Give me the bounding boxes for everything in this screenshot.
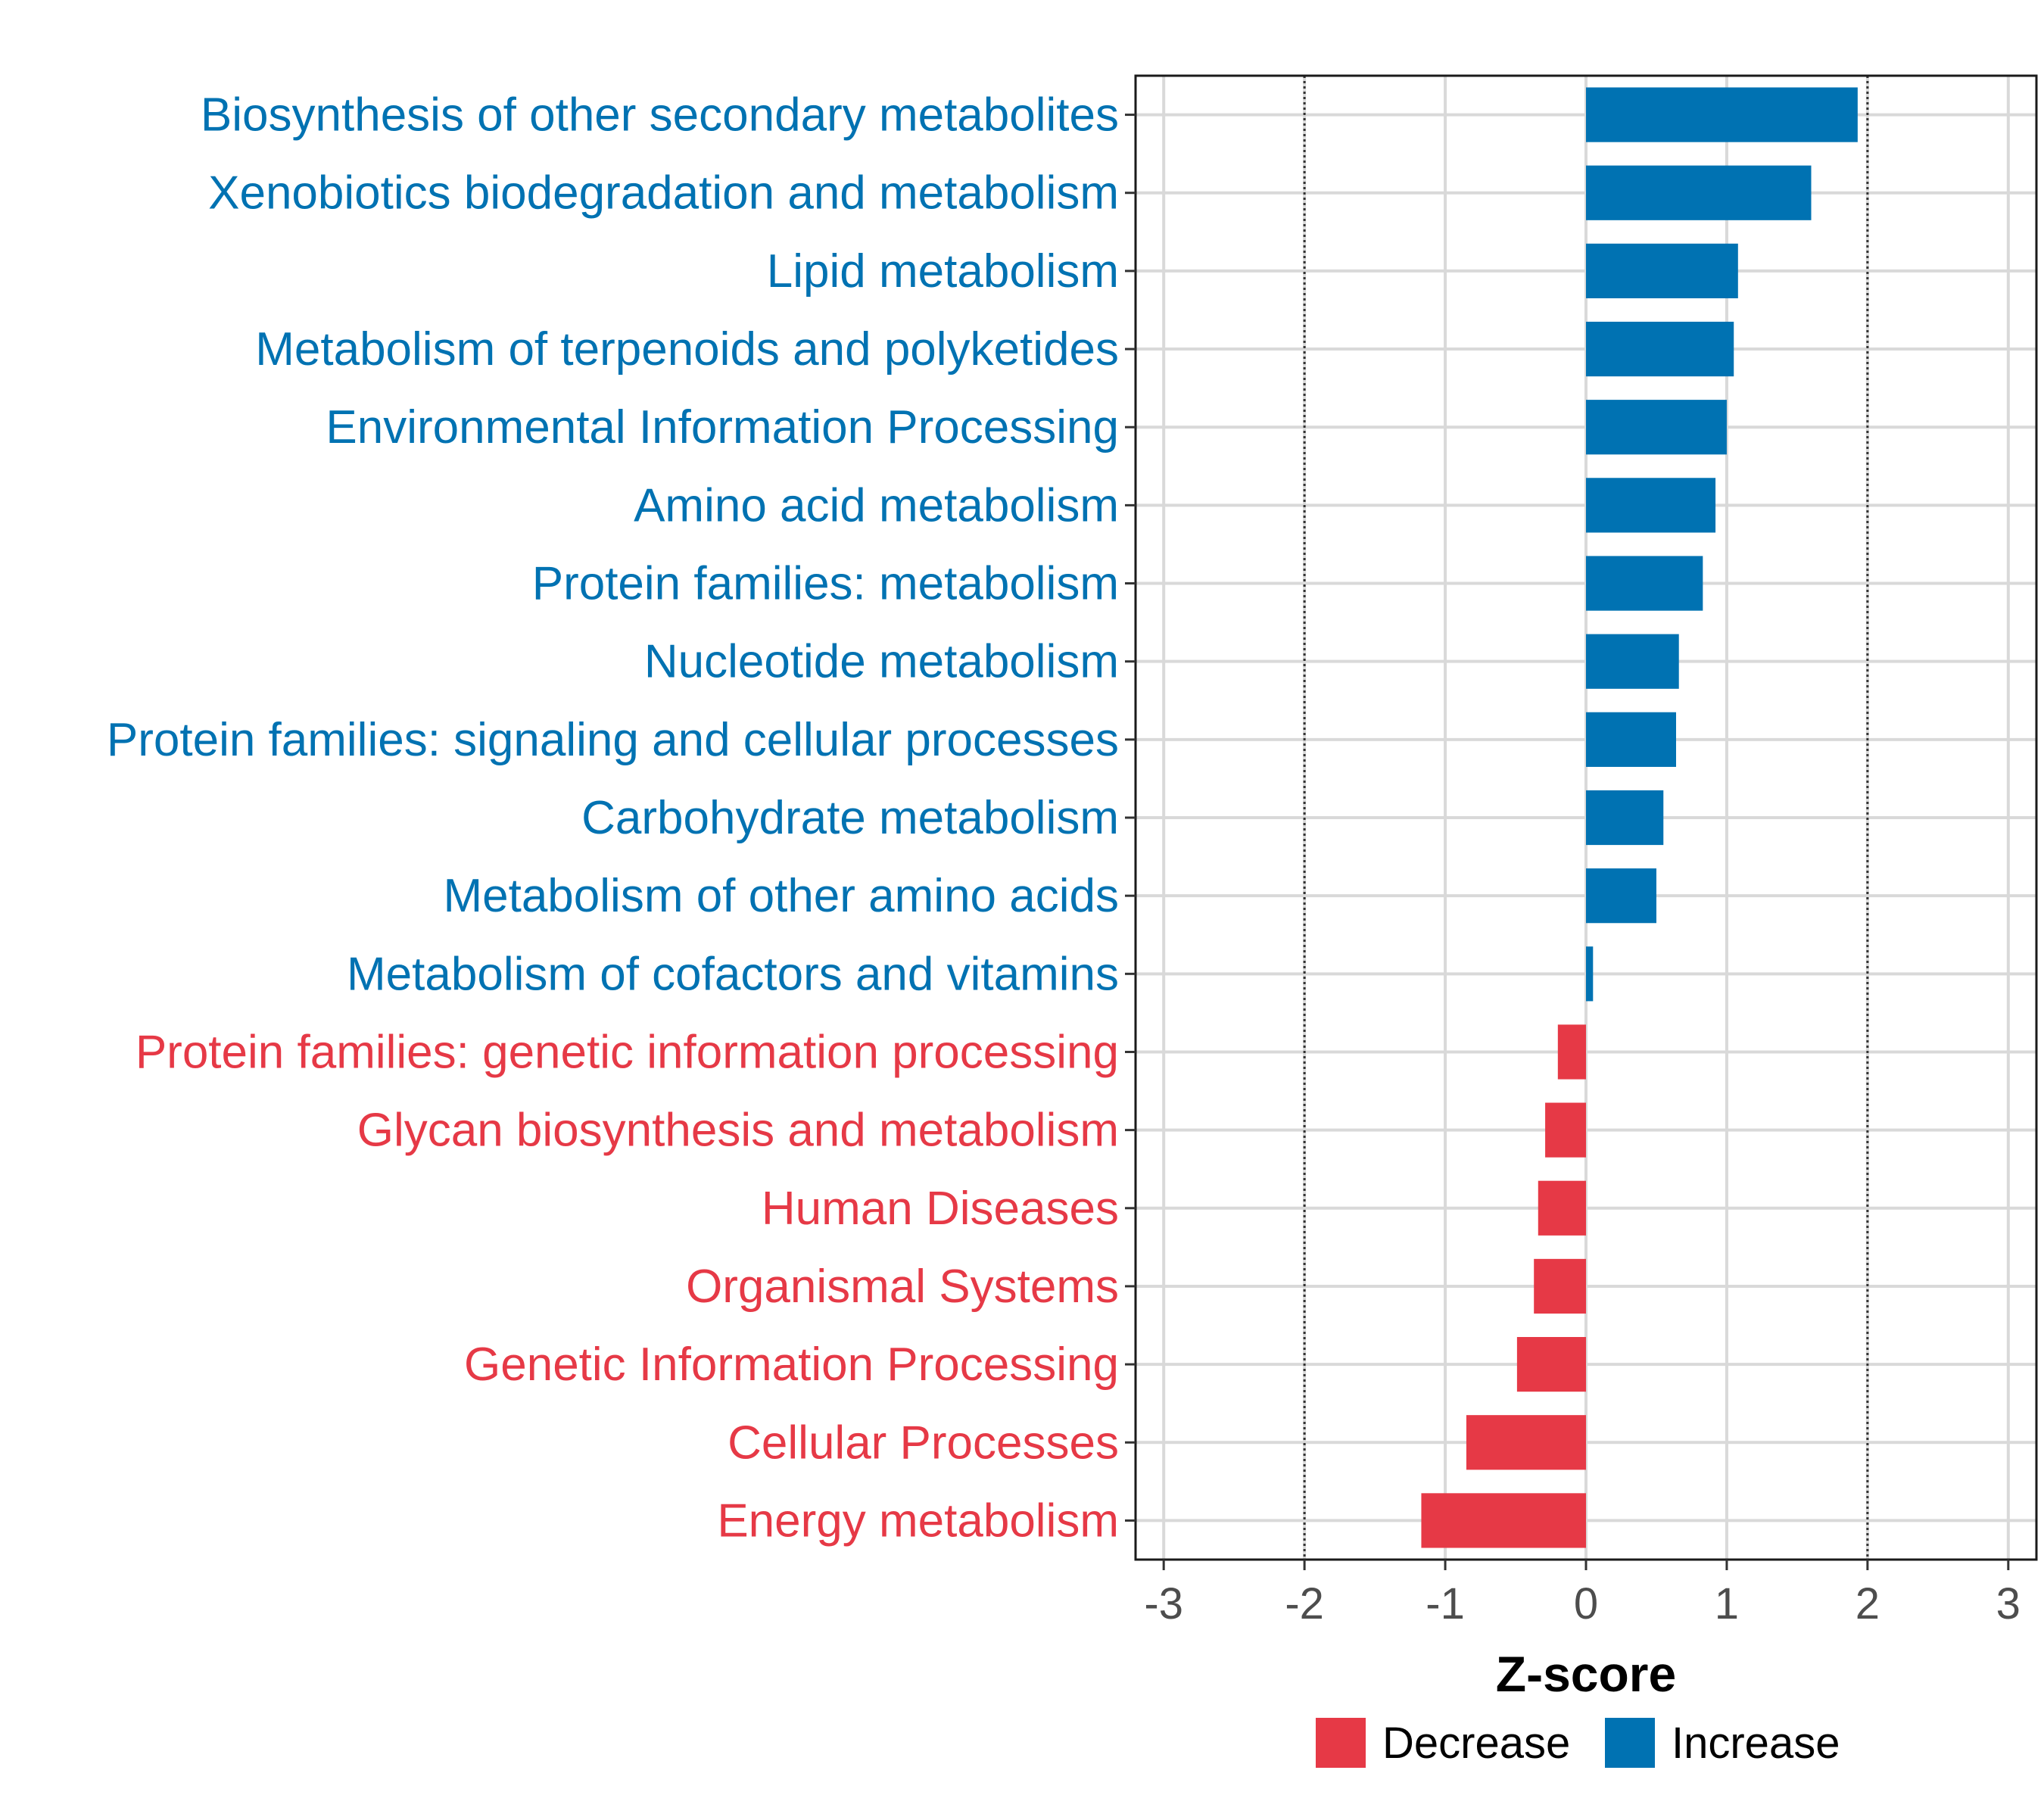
category-label: Metabolism of terpenoids and polyketides [255,323,1119,376]
bar [1586,321,1734,377]
legend-swatch [1316,1718,1366,1768]
x-tick-label: -3 [1144,1579,1183,1628]
x-tick-label: -2 [1285,1579,1324,1628]
category-label: Nucleotide metabolism [644,636,1119,688]
category-label: Lipid metabolism [767,245,1119,298]
category-label: Protein families: signaling and cellular… [107,714,1119,766]
bar [1516,1337,1586,1392]
x-axis-title: Z-score [1496,1646,1676,1702]
bar [1586,165,1812,220]
bar [1534,1258,1586,1314]
category-label: Environmental Information Processing [326,401,1119,453]
bar [1586,243,1738,298]
bar [1586,868,1656,924]
category-label: Genetic Information Processing [464,1339,1119,1391]
legend-label: Increase [1672,1719,1840,1768]
bar [1586,400,1727,455]
bar [1586,478,1716,533]
legend-swatch [1605,1718,1655,1768]
bar [1586,87,1858,142]
bar [1586,556,1703,611]
y-axis: Biosynthesis of other secondary metaboli… [107,89,1136,1547]
category-label: Energy metabolism [717,1494,1119,1547]
category-label: Protein families: genetic information pr… [136,1026,1119,1078]
bar [1545,1102,1586,1158]
category-label: Glycan biosynthesis and metabolism [357,1105,1119,1157]
bar [1586,790,1664,846]
category-label: Biosynthesis of other secondary metaboli… [201,89,1119,142]
bar [1421,1493,1586,1548]
category-label: Human Diseases [762,1183,1119,1235]
legend-label: Decrease [1382,1719,1570,1768]
category-label: Carbohydrate metabolism [581,792,1119,844]
bar [1586,712,1676,767]
category-label: Organismal Systems [686,1261,1119,1313]
bar [1466,1415,1586,1470]
bar [1538,1180,1586,1236]
x-tick-label: 2 [1855,1579,1880,1628]
bars [1421,87,1858,1548]
legend: Decrease Increase [1316,1718,1840,1768]
bar [1586,946,1594,1002]
x-tick-label: -1 [1426,1579,1465,1628]
x-axis: -3 -2 -1 0 1 2 3 [1144,1560,2021,1628]
category-label: Amino acid metabolism [634,479,1119,531]
bar [1557,1024,1586,1080]
category-label: Metabolism of cofactors and vitamins [347,948,1119,1000]
category-label: Cellular Processes [728,1417,1119,1469]
bar [1586,634,1679,689]
x-tick-label: 0 [1574,1579,1598,1628]
category-label: Xenobiotics biodegradation and metabolis… [208,167,1119,220]
x-tick-label: 3 [1996,1579,2021,1628]
x-tick-label: 1 [1715,1579,1739,1628]
category-label: Protein families: metabolism [532,558,1119,610]
category-label: Metabolism of other amino acids [443,870,1119,922]
reference-lines [1303,76,1869,1560]
